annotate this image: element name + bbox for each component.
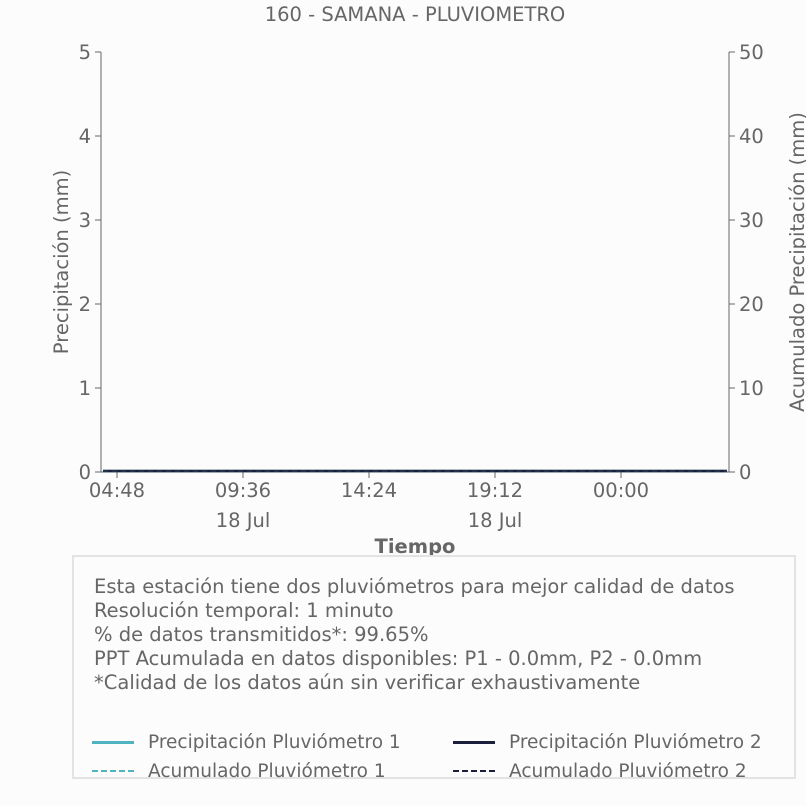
legend-item-precip-1: Precipitación Pluviómetro 1 xyxy=(92,731,401,753)
info-legend-box: Esta estación tiene dos pluviómetros par… xyxy=(72,555,796,782)
legend-label-accum-2: Acumulado Pluviómetro 2 xyxy=(509,760,747,782)
y2-tick-label: 20 xyxy=(739,293,764,316)
y2-tick-label: 30 xyxy=(739,209,764,232)
y2-tick-label: 0 xyxy=(739,461,751,484)
y2-axis-label: Acumulado Precipitación (mm) xyxy=(786,112,806,412)
x-tick-date-label: 18 Jul xyxy=(216,509,271,532)
x-tick-date-label: 18 Jul xyxy=(468,509,523,532)
y2-tick-label: 10 xyxy=(739,377,764,400)
legend-item-accum-1: Acumulado Pluviómetro 1 xyxy=(92,760,386,782)
info-line-accumulated: PPT Acumulada en datos disponibles: P1 -… xyxy=(94,647,703,670)
info-line-quality-note: *Calidad de los datos aún sin verificar … xyxy=(94,671,641,694)
x-tick-label: 14:24 xyxy=(341,479,397,502)
legend-swatch-precip-2 xyxy=(453,740,495,744)
y-tick-label: 4 xyxy=(79,125,91,148)
x-axis-label: Tiempo xyxy=(375,535,456,558)
legend-swatch-precip-1 xyxy=(92,740,134,744)
x-tick-label: 19:12 xyxy=(467,479,523,502)
y-tick-label: 5 xyxy=(79,41,91,64)
y2-tick-label: 40 xyxy=(739,125,764,148)
x-tick-label: 00:00 xyxy=(593,479,649,502)
legend-label-precip-1: Precipitación Pluviómetro 1 xyxy=(148,731,401,753)
legend-label-accum-1: Acumulado Pluviómetro 1 xyxy=(148,760,386,782)
legend-item-accum-2: Acumulado Pluviómetro 2 xyxy=(453,760,747,782)
legend-label-precip-2: Precipitación Pluviómetro 2 xyxy=(509,731,762,753)
legend-swatch-accum-1 xyxy=(92,770,134,772)
legend-item-precip-2: Precipitación Pluviómetro 2 xyxy=(453,731,762,753)
chart-title: 160 - SAMANA - PLUVIOMETRO xyxy=(265,3,566,26)
x-tick-label: 09:36 xyxy=(215,479,271,502)
y-tick-label: 0 xyxy=(79,461,91,484)
y-tick-label: 1 xyxy=(79,377,91,400)
info-line-resolution: Resolución temporal: 1 minuto xyxy=(94,599,394,622)
info-line-stations: Esta estación tiene dos pluviómetros par… xyxy=(94,575,735,598)
y2-tick-label: 50 xyxy=(739,41,764,64)
y-axis-label: Precipitación (mm) xyxy=(50,170,73,354)
x-tick-label: 04:48 xyxy=(89,479,145,502)
legend-swatch-accum-2 xyxy=(453,770,495,772)
y-tick-label: 3 xyxy=(79,209,91,232)
info-line-transmitted: % de datos transmitidos*: 99.65% xyxy=(94,623,429,646)
y-tick-label: 2 xyxy=(79,293,91,316)
